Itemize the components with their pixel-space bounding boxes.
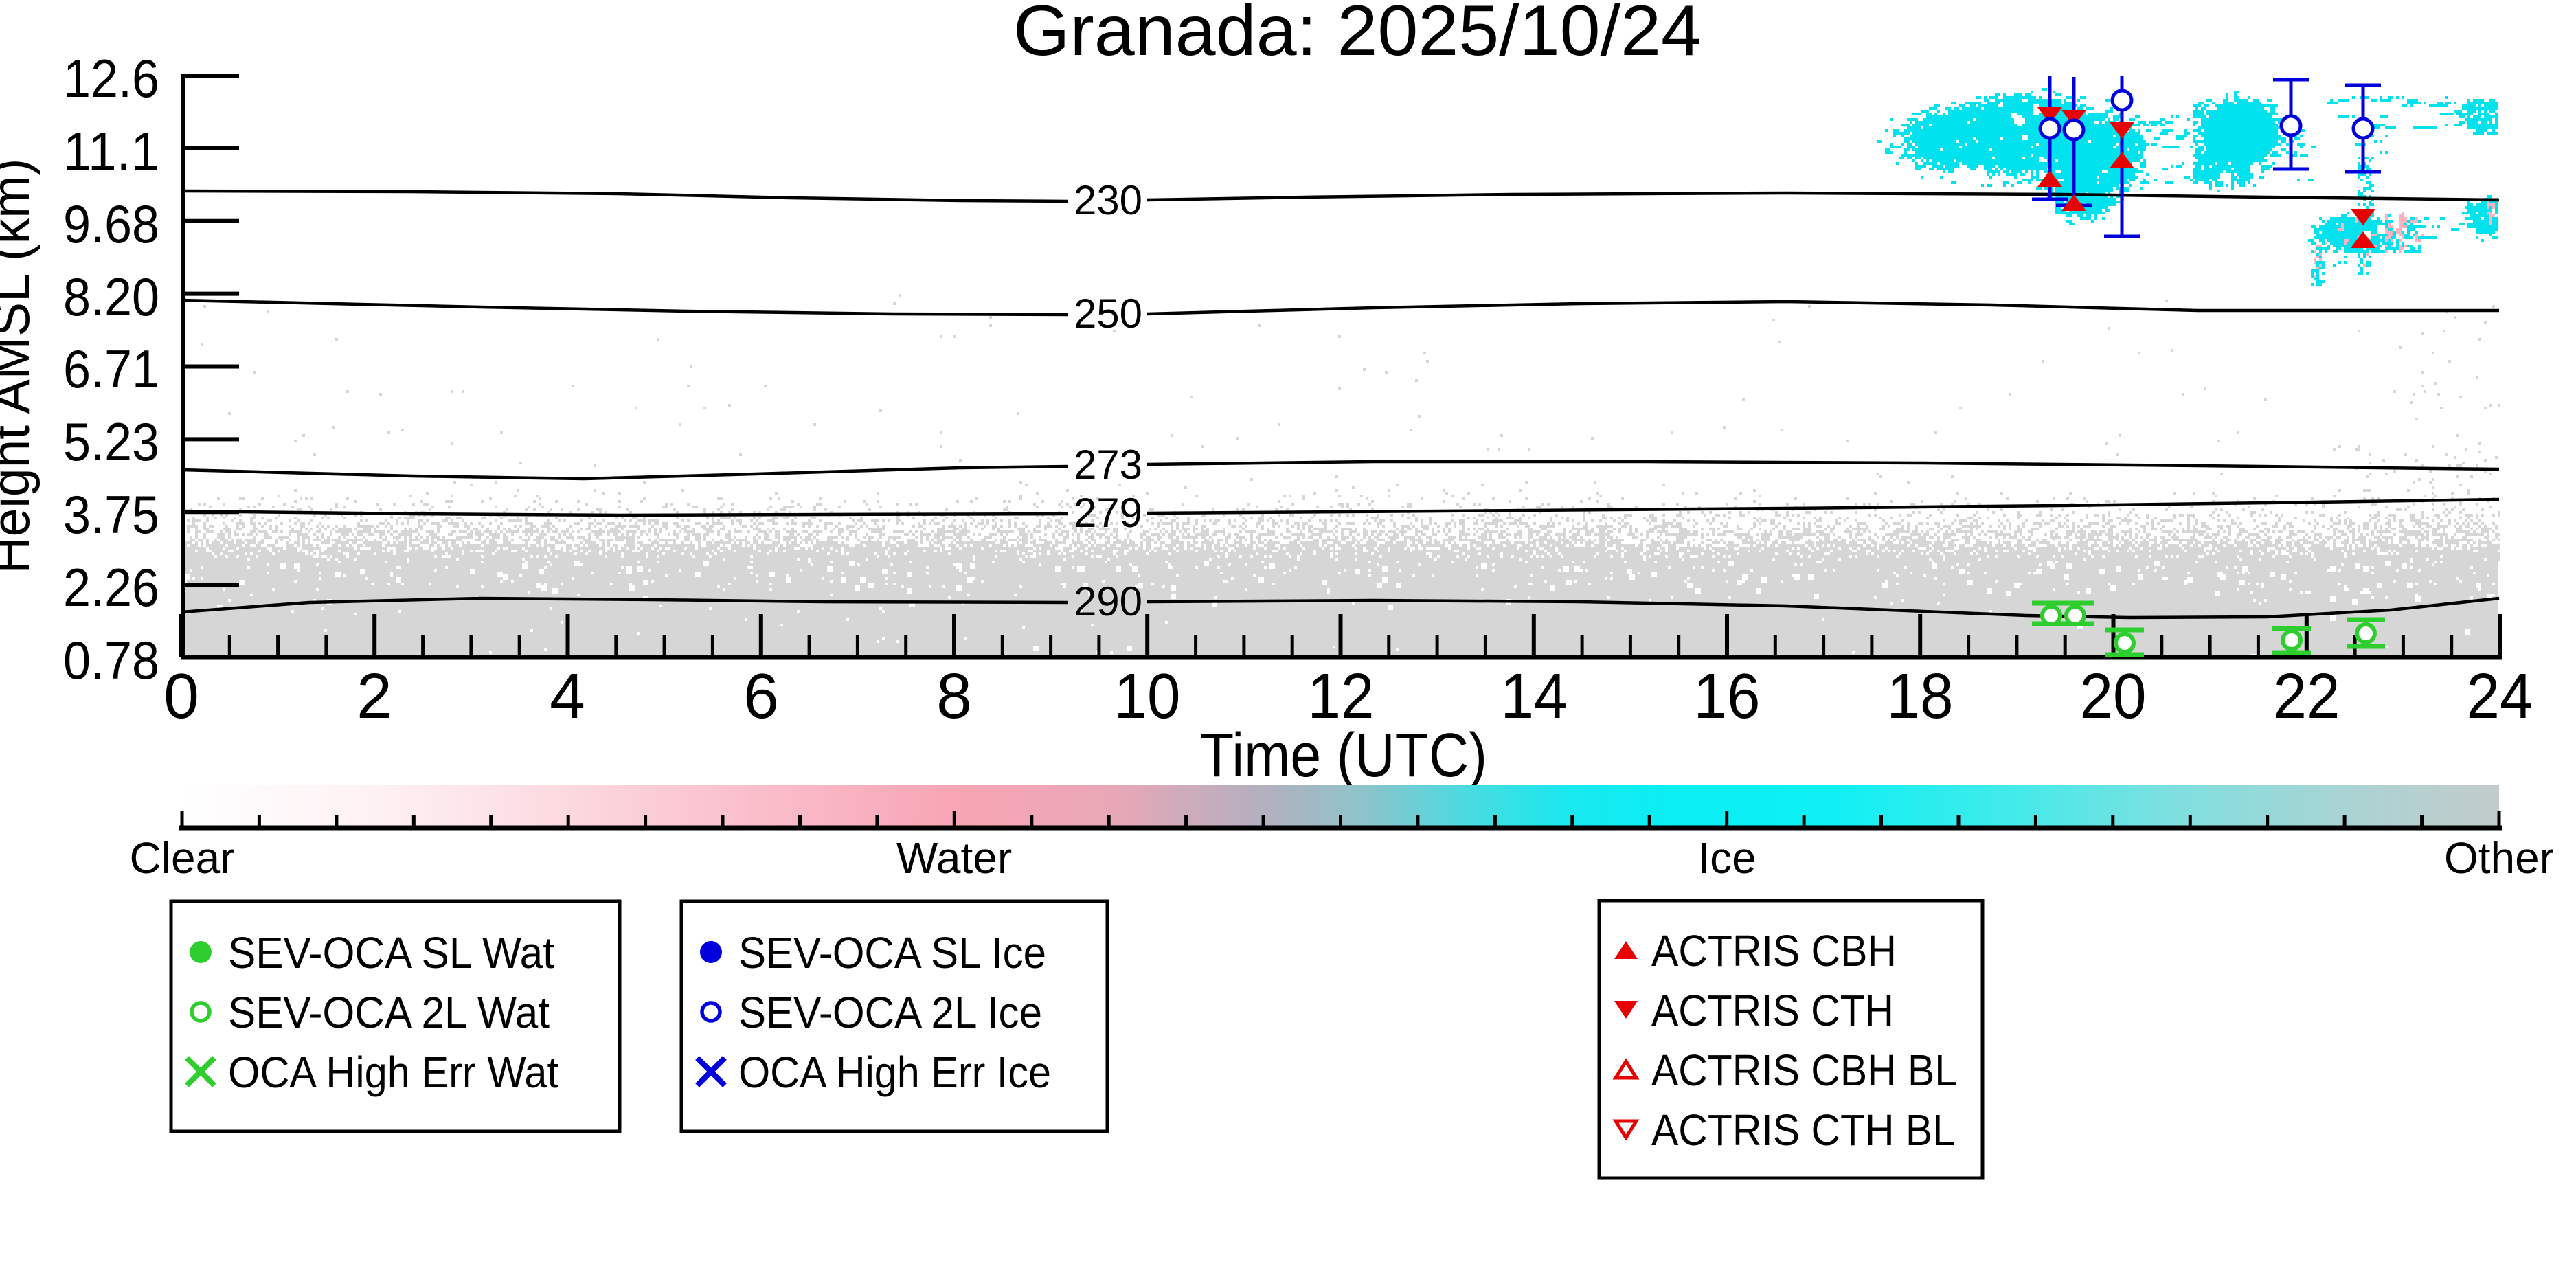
- svg-text:230: 230: [1074, 177, 1142, 223]
- svg-text:8: 8: [936, 660, 972, 732]
- svg-text:SEV-OCA 2L Wat: SEV-OCA 2L Wat: [228, 988, 550, 1037]
- svg-text:OCA High Err Wat: OCA High Err Wat: [228, 1048, 558, 1097]
- svg-text:9.68: 9.68: [63, 194, 159, 254]
- svg-text:SEV-OCA SL Wat: SEV-OCA SL Wat: [228, 928, 554, 978]
- svg-text:0: 0: [163, 660, 199, 732]
- svg-text:2.26: 2.26: [63, 557, 159, 618]
- svg-text:290: 290: [1074, 578, 1142, 624]
- svg-text:Height AMSL (km): Height AMSL (km): [0, 159, 41, 574]
- svg-text:ACTRIS CTH BL: ACTRIS CTH BL: [1651, 1105, 1955, 1155]
- svg-text:12: 12: [1308, 660, 1375, 732]
- svg-text:5.23: 5.23: [63, 411, 159, 472]
- svg-text:6.71: 6.71: [63, 339, 159, 399]
- svg-text:Granada: 2025/10/24: Granada: 2025/10/24: [1013, 0, 1702, 71]
- svg-text:16: 16: [1694, 660, 1761, 732]
- svg-text:ACTRIS CBH: ACTRIS CBH: [1651, 926, 1897, 975]
- svg-text:24: 24: [2467, 660, 2533, 732]
- svg-text:14: 14: [1501, 660, 1568, 732]
- svg-text:3.75: 3.75: [63, 484, 159, 545]
- svg-text:SEV-OCA SL Ice: SEV-OCA SL Ice: [738, 928, 1046, 978]
- svg-text:4: 4: [550, 660, 585, 732]
- svg-text:18: 18: [1887, 660, 1954, 732]
- svg-text:250: 250: [1074, 291, 1142, 337]
- svg-text:Time (UTC): Time (UTC): [1200, 721, 1487, 790]
- svg-text:OCA High Err Ice: OCA High Err Ice: [738, 1048, 1051, 1097]
- svg-text:6: 6: [743, 660, 779, 732]
- svg-text:Clear: Clear: [130, 833, 235, 883]
- svg-text:10: 10: [1114, 660, 1181, 732]
- svg-text:ACTRIS CTH: ACTRIS CTH: [1651, 986, 1894, 1035]
- svg-text:20: 20: [2080, 660, 2147, 732]
- svg-text:11.1: 11.1: [63, 121, 159, 181]
- svg-text:22: 22: [2274, 660, 2340, 732]
- svg-text:SEV-OCA 2L Ice: SEV-OCA 2L Ice: [738, 988, 1042, 1037]
- svg-text:279: 279: [1074, 490, 1142, 536]
- svg-text:12.6: 12.6: [63, 48, 159, 109]
- svg-text:ACTRIS CBH BL: ACTRIS CBH BL: [1651, 1046, 1957, 1095]
- svg-text:273: 273: [1074, 442, 1142, 488]
- svg-text:Ice: Ice: [1697, 833, 1756, 883]
- svg-text:Water: Water: [896, 833, 1012, 883]
- svg-text:Other: Other: [2444, 833, 2554, 883]
- svg-text:0.78: 0.78: [63, 630, 159, 690]
- svg-text:2: 2: [357, 660, 392, 732]
- svg-text:8.20: 8.20: [63, 267, 159, 327]
